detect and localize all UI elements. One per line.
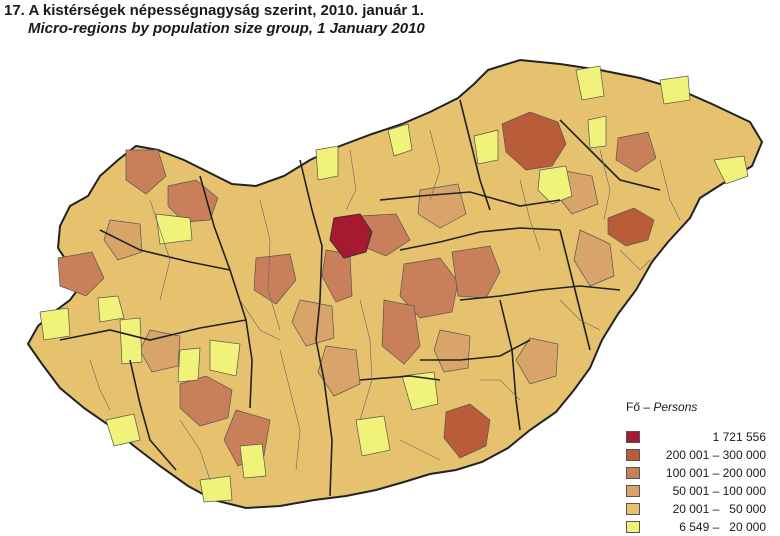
legend-label: 100 001 – 200 000 bbox=[665, 466, 766, 480]
legend-title: Fő – Persons bbox=[626, 400, 776, 414]
legend-title-en: Persons bbox=[653, 400, 698, 414]
region-budapest bbox=[329, 213, 373, 259]
legend-swatch bbox=[626, 485, 640, 497]
region-szeged bbox=[443, 403, 491, 459]
region-small-4 bbox=[315, 145, 339, 181]
region-small-11 bbox=[401, 371, 439, 411]
legend-title-sep: – bbox=[640, 400, 654, 414]
county-borders bbox=[59, 99, 661, 497]
region-south-pest bbox=[381, 299, 421, 365]
map-title-en: Micro-regions by population size group, … bbox=[28, 20, 425, 37]
legend-item: 6 549 – 20 000 bbox=[626, 518, 776, 536]
legend-swatch bbox=[626, 521, 640, 533]
region-small-14 bbox=[199, 475, 233, 503]
region-miskolc bbox=[501, 111, 567, 171]
region-kecskemet bbox=[399, 257, 459, 319]
legend-item: 100 001 – 200 000 bbox=[626, 464, 776, 482]
region-small-7 bbox=[39, 307, 71, 341]
region-small-19 bbox=[119, 317, 143, 365]
region-gyor bbox=[167, 179, 219, 223]
region-small-15 bbox=[239, 443, 267, 479]
legend: Fő – Persons 1 721 556 200 001 – 300 000… bbox=[626, 400, 776, 536]
region-small-8 bbox=[97, 295, 125, 323]
region-small-10 bbox=[209, 339, 241, 377]
region-mid-1 bbox=[291, 299, 335, 347]
legend-item: 20 001 – 50 000 bbox=[626, 500, 776, 518]
legend-label: 20 001 – 50 000 bbox=[672, 502, 766, 516]
region-szekesfehervar bbox=[253, 253, 297, 305]
legend-swatch bbox=[626, 431, 640, 443]
map-title-hu: 17. A kistérségek népességnagyság szerin… bbox=[4, 2, 424, 19]
legend-swatch bbox=[626, 503, 640, 515]
region-mid-4 bbox=[103, 219, 143, 261]
region-small-2 bbox=[713, 155, 749, 185]
region-mid-3 bbox=[317, 345, 361, 397]
region-szombathely bbox=[57, 251, 105, 297]
legend-swatch bbox=[626, 449, 640, 461]
legend-item: 1 721 556 bbox=[626, 428, 776, 446]
region-kaposvar bbox=[125, 149, 167, 195]
region-small-16 bbox=[575, 65, 605, 101]
legend-label: 50 001 – 100 000 bbox=[672, 484, 766, 498]
region-pecs bbox=[179, 375, 233, 427]
region-small-1 bbox=[537, 165, 573, 205]
region-small-12 bbox=[355, 415, 391, 457]
region-east-1 bbox=[515, 337, 559, 385]
legend-label: 6 549 – 20 000 bbox=[679, 520, 766, 534]
region-east-2 bbox=[573, 229, 615, 287]
region-small-13 bbox=[105, 413, 141, 447]
region-mid-6 bbox=[433, 329, 471, 373]
region-small-5 bbox=[473, 129, 499, 165]
region-small-17 bbox=[659, 75, 691, 105]
region-small-3 bbox=[387, 123, 413, 157]
legend-item: 200 001 – 300 000 bbox=[626, 446, 776, 464]
legend-item: 50 001 – 100 000 bbox=[626, 482, 776, 500]
legend-label: 200 001 – 300 000 bbox=[665, 448, 766, 462]
legend-title-hu: Fő bbox=[626, 400, 641, 414]
legend-label: 1 721 556 bbox=[712, 430, 766, 444]
region-szolnok bbox=[451, 245, 501, 299]
region-small-6 bbox=[155, 213, 193, 245]
region-small-9 bbox=[177, 347, 201, 383]
legend-swatch bbox=[626, 467, 640, 479]
region-debrecen bbox=[607, 207, 655, 247]
region-nyiregyhaza bbox=[615, 131, 657, 173]
micro-region-borders bbox=[89, 129, 681, 481]
region-small-18 bbox=[587, 115, 607, 149]
